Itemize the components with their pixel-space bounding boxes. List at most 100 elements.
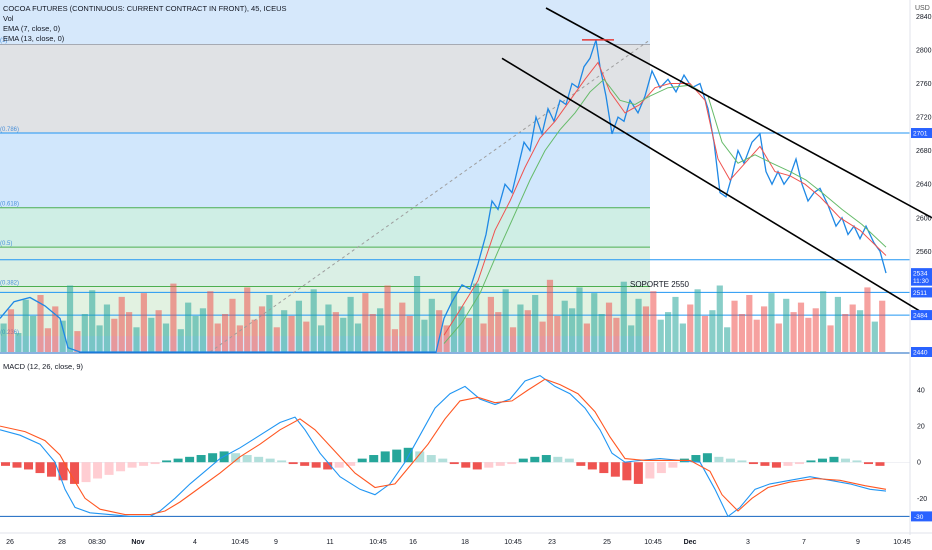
- volume-bar: [724, 327, 731, 352]
- volume-bar: [428, 298, 435, 352]
- macd-histogram-bar: [852, 460, 862, 463]
- volume-bar: [620, 281, 627, 352]
- price-badge: [911, 128, 932, 139]
- macd-histogram-bar: [438, 458, 448, 463]
- macd-histogram-bar: [208, 453, 218, 463]
- volume-bar: [805, 317, 812, 352]
- x-tick-label: 23: [548, 539, 556, 546]
- volume-bar: [716, 285, 723, 352]
- volume-bar: [199, 308, 207, 352]
- macd-histogram-bar: [806, 460, 816, 463]
- macd-histogram-bar: [495, 462, 505, 466]
- x-tick-label: 3: [746, 539, 750, 546]
- volume-bar: [354, 323, 362, 352]
- volume-bar: [52, 306, 59, 352]
- macd-histogram-bar: [541, 455, 551, 463]
- macd-histogram-bar: [173, 458, 183, 463]
- price-tick-label: 2760: [916, 81, 932, 88]
- volume-bar: [694, 289, 701, 352]
- volume-bar: [849, 304, 856, 352]
- price-badge-label: 11:30: [913, 278, 929, 285]
- fib-label: (0.786): [0, 127, 19, 133]
- ema13-label: EMA (13, close, 0): [3, 34, 65, 43]
- volume-bar: [864, 287, 871, 352]
- volume-bar: [746, 295, 753, 352]
- volume-bar: [709, 310, 716, 352]
- macd-histogram-bar: [265, 458, 275, 463]
- macd-histogram-bar: [93, 462, 103, 479]
- volume-bar: [650, 291, 657, 352]
- volume-bar: [384, 285, 391, 352]
- x-tick-label: 26: [6, 539, 14, 546]
- volume-bar: [672, 296, 679, 352]
- x-tick-label: Dec: [684, 539, 697, 546]
- macd-series-line: [0, 374, 887, 518]
- volume-bar: [532, 295, 539, 352]
- macd-histogram-bar: [1, 462, 11, 466]
- volume-bar: [783, 298, 790, 352]
- volume-bar: [310, 289, 317, 352]
- volume-bar: [753, 319, 760, 352]
- volume-bar: [856, 310, 864, 352]
- volume-bar: [59, 320, 66, 352]
- volume-bar: [509, 327, 517, 352]
- macd-histogram-bar: [633, 462, 643, 484]
- x-tick-label: 9: [856, 539, 860, 546]
- volume-bar: [399, 302, 406, 352]
- x-tick-label: 16: [409, 539, 417, 546]
- chart-header: COCOA FUTURES (CONTINUOUS: CURRENT CONTR…: [3, 4, 287, 44]
- x-tick-label: 10:45: [893, 539, 911, 546]
- volume-bar: [325, 304, 332, 352]
- volume-bar: [207, 291, 214, 352]
- fib-band: [0, 207, 650, 248]
- price-badge-label: 2511: [913, 290, 927, 297]
- macd-histogram-bar: [875, 462, 885, 466]
- fib-top-band: [0, 0, 650, 45]
- volume-bar: [140, 293, 147, 352]
- macd-histogram-bar: [288, 462, 298, 465]
- x-tick-label: 7: [802, 539, 806, 546]
- volume-bar: [443, 325, 450, 352]
- macd-histogram-bar: [185, 456, 195, 463]
- volume-bar: [192, 315, 199, 352]
- volume-bar: [413, 276, 421, 352]
- macd-histogram-bar: [599, 462, 609, 474]
- macd-histogram-bar: [725, 458, 735, 463]
- support-annotation: SOPORTE 2550: [630, 280, 689, 289]
- volume-bar: [679, 323, 686, 352]
- macd-histogram-bar: [24, 462, 34, 470]
- macd-histogram-bar: [553, 456, 563, 463]
- volume-bar: [797, 302, 805, 352]
- volume-bar: [701, 315, 709, 352]
- macd-histogram-bar: [242, 455, 252, 463]
- price-tick-label: 2640: [916, 182, 932, 189]
- volume-bar: [487, 296, 494, 352]
- volume-bar: [665, 312, 672, 352]
- volume-bar: [871, 321, 878, 352]
- x-tick-label: 08:30: [88, 539, 106, 546]
- volume-label: Vol: [3, 14, 14, 23]
- price-badge-label: 2534: [913, 271, 928, 278]
- price-badge-label: 2701: [913, 131, 928, 138]
- volume-bar: [421, 319, 428, 352]
- macd-histogram-bar: [622, 462, 632, 481]
- macd-histogram-bar: [311, 462, 321, 468]
- price-badge-label: 2440: [913, 350, 928, 357]
- x-tick-label: 10:45: [231, 539, 249, 546]
- macd-histogram-bar: [863, 462, 873, 465]
- volume-bar: [332, 312, 339, 352]
- price-tick-label: 2680: [916, 148, 932, 155]
- price-badge: [911, 347, 932, 357]
- volume-bar: [340, 317, 347, 352]
- macd-series-line: [0, 378, 887, 516]
- volume-bar: [790, 312, 797, 352]
- volume-bar: [222, 314, 229, 352]
- volume-bar: [44, 328, 51, 352]
- volume-bar: [628, 325, 635, 352]
- volume-bar: [126, 312, 133, 352]
- volume-bar: [591, 293, 598, 352]
- macd-histogram-bar: [771, 462, 781, 468]
- macd-histogram-bar: [461, 462, 471, 468]
- macd-histogram-bar: [323, 462, 333, 470]
